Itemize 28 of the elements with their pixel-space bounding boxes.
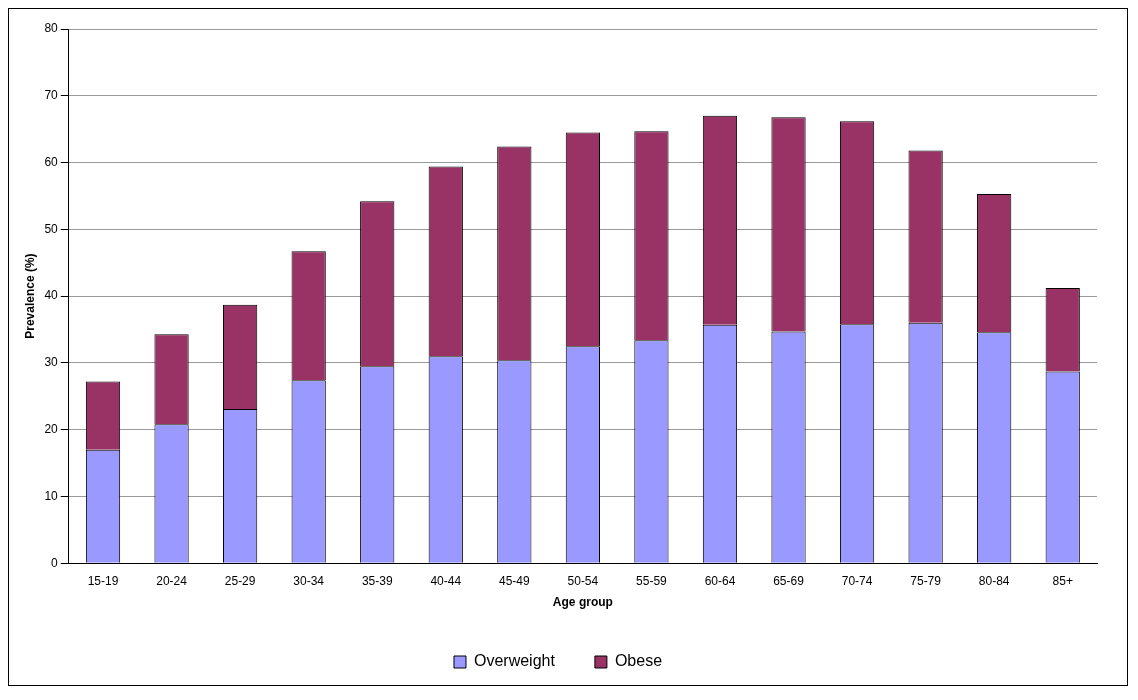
x-tick-label: 70-74 (841, 573, 873, 588)
y-tick-label: 60 (44, 154, 59, 169)
x-tick-label: 20-24 (156, 573, 188, 588)
x-tick-label: 55-59 (636, 573, 668, 588)
x-tick-label: 30-34 (293, 573, 325, 588)
x-tick-label: 75-79 (910, 573, 942, 588)
y-tick-label: 10 (44, 488, 59, 503)
y-tick-label: 0 (51, 555, 59, 570)
y-tick-label: 30 (44, 355, 59, 370)
y-tick-label: 40 (44, 288, 59, 303)
x-axis-title: Age group (552, 595, 613, 610)
y-axis-title: Prevalence (%) (22, 253, 37, 339)
y-tick-label: 50 (44, 221, 59, 236)
legend-label: Overweight (473, 652, 556, 670)
y-tick-label: 20 (44, 421, 59, 436)
x-tick-label: 35-39 (361, 573, 393, 588)
x-tick-label: 45-49 (498, 573, 530, 588)
y-tick-label: 80 (44, 21, 59, 36)
legend-label: Obese (614, 652, 663, 670)
x-tick-label: 60-64 (704, 573, 736, 588)
x-tick-label: 40-44 (430, 573, 462, 588)
x-tick-label: 15-19 (87, 573, 119, 588)
x-tick-label: 25-29 (224, 573, 256, 588)
x-tick-label: 50-54 (567, 573, 599, 588)
x-tick-label: 85+ (1052, 573, 1073, 588)
x-tick-label: 65-69 (773, 573, 805, 588)
y-tick-label: 70 (44, 88, 59, 103)
x-tick-label: 80-84 (978, 573, 1010, 588)
